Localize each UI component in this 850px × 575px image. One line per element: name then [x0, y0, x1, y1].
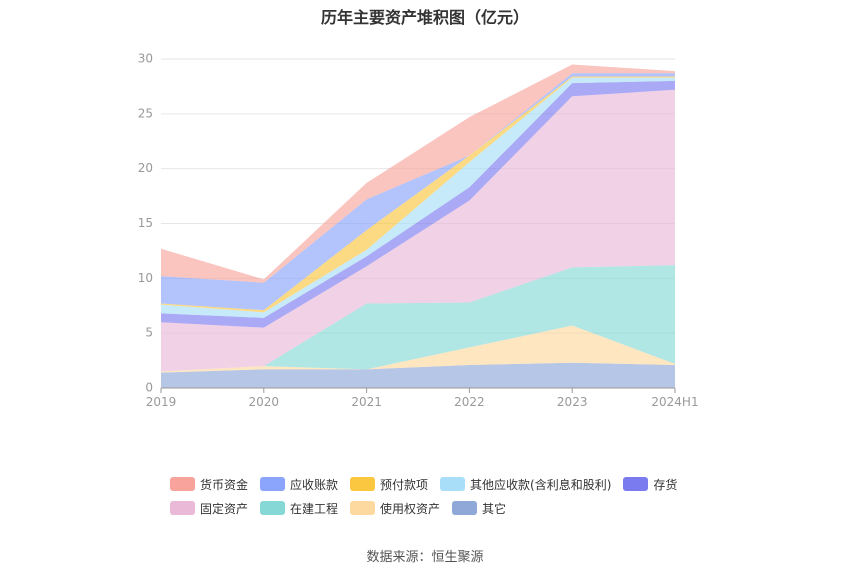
chart-title: 历年主要资产堆积图（亿元）	[320, 8, 529, 27]
legend-item[interactable]: 固定资产	[170, 500, 248, 517]
legend-item[interactable]: 其它	[452, 500, 506, 517]
x-tick-label: 2024H1	[651, 395, 698, 409]
y-tick-label: 0	[145, 381, 153, 395]
legend-label: 其它	[482, 501, 507, 516]
area-series-2	[161, 265, 675, 372]
legend-swatch	[170, 501, 195, 515]
area-series	[161, 64, 675, 388]
y-tick-label: 5	[145, 326, 153, 340]
legend-row: 货币资金 应收账款 预付款项 其他应收款(含利息和股利) 存货	[170, 472, 710, 496]
legend-item[interactable]: 在建工程	[260, 500, 338, 517]
legend-swatch	[350, 477, 376, 491]
legend-label: 固定资产	[200, 501, 249, 516]
legend-swatch	[350, 501, 376, 515]
legend-row: 固定资产 在建工程 使用权资产 其它	[170, 496, 710, 520]
legend-label: 使用权资产	[380, 501, 441, 516]
legend-label: 其他应收款(含利息和股利)	[470, 477, 612, 492]
legend-swatch	[623, 477, 649, 491]
area-series-6	[161, 76, 675, 313]
y-tick-label: 20	[138, 161, 153, 175]
x-tick-label: 2021	[351, 395, 382, 409]
legend-item[interactable]: 货币资金	[170, 476, 248, 493]
y-axis-ticks: 0 5 10 15 20 25 30	[138, 52, 153, 395]
y-tick-label: 10	[138, 271, 153, 285]
x-tick-label: 2022	[454, 395, 485, 409]
legend-swatch	[260, 501, 286, 515]
area-series-7	[161, 73, 675, 311]
legend-label: 预付款项	[380, 477, 429, 492]
legend-swatch	[440, 477, 466, 491]
area-series-3	[161, 89, 675, 372]
legend-item[interactable]: 使用权资产	[350, 500, 440, 517]
legend-item[interactable]: 存货	[623, 476, 677, 493]
x-tick-label: 2019	[146, 395, 177, 409]
legend-label: 货币资金	[200, 477, 249, 492]
legend-label: 在建工程	[290, 501, 339, 516]
legend-swatch	[452, 501, 478, 515]
legend-label: 应收账款	[290, 477, 339, 492]
legend-swatch	[260, 477, 286, 491]
x-tick-label: 2023	[557, 395, 588, 409]
x-tick-label: 2020	[249, 395, 280, 409]
source-note: 数据来源：恒生聚源	[366, 550, 484, 565]
legend-item[interactable]: 应收账款	[260, 476, 338, 493]
area-series-0	[161, 362, 675, 388]
legend-label: 存货	[653, 477, 678, 492]
y-tick-label: 30	[138, 52, 153, 66]
x-axis-ticks: 2019 2020 2021 2022 2023 2024H1	[146, 395, 699, 409]
y-tick-label: 15	[138, 216, 153, 230]
legend-item[interactable]: 其他应收款(含利息和股利)	[440, 476, 611, 493]
legend-item[interactable]: 预付款项	[350, 476, 428, 493]
y-tick-label: 25	[138, 106, 153, 120]
area-series-1	[161, 325, 675, 373]
legend: 货币资金 应收账款 预付款项 其他应收款(含利息和股利) 存货固定资产 在建工程 使用权资产…	[170, 472, 710, 520]
area-series-8	[161, 64, 675, 283]
x-axis	[160, 387, 676, 393]
legend-swatch	[170, 477, 195, 491]
